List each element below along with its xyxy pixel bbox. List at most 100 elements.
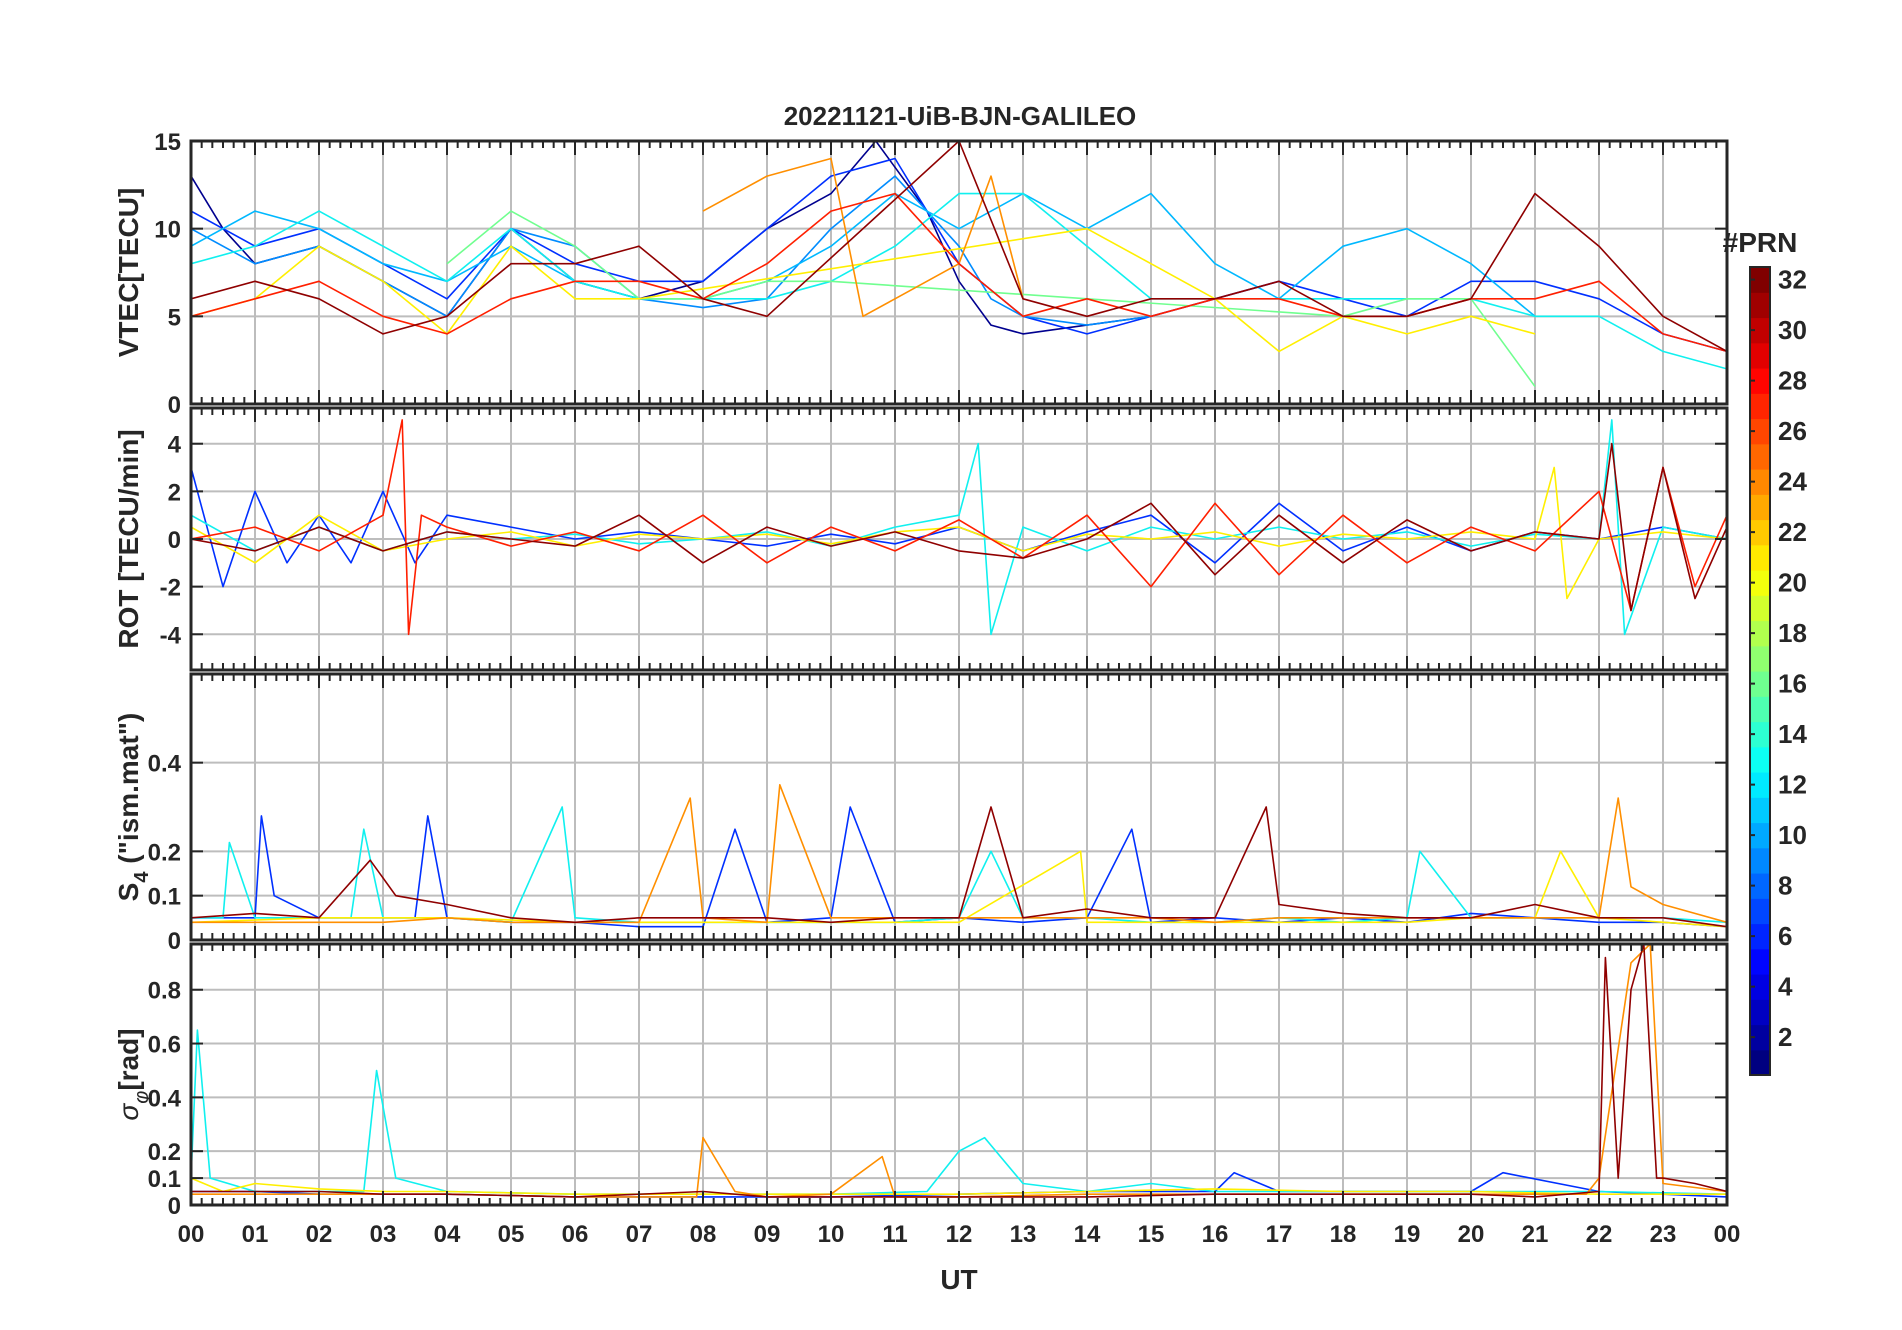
y-tick-label: 0.6	[148, 1032, 181, 1059]
x-tick-label: 13	[1010, 1221, 1037, 1248]
y-tick-label: 0	[168, 1193, 181, 1220]
y-tick-label: 4	[168, 432, 182, 459]
colorbar-segment	[1750, 974, 1770, 1000]
colorbar-tick-label: 32	[1778, 265, 1807, 295]
colorbar-tick-label: 12	[1778, 770, 1807, 800]
colorbar-tick-label: 28	[1778, 366, 1807, 396]
y-axis-label-main: S	[113, 883, 144, 902]
x-tick-label: 09	[754, 1221, 781, 1248]
x-tick-label: 05	[498, 1221, 525, 1248]
series-prn-32	[191, 806, 1727, 928]
x-tick-label: 19	[1394, 1221, 1421, 1248]
colorbar-segment	[1750, 1024, 1770, 1051]
colorbar-segment	[1750, 645, 1770, 672]
y-axis-label-rest: [rad]	[113, 1028, 144, 1090]
series-prn-28	[191, 419, 1727, 636]
colorbar-segment	[1750, 797, 1770, 824]
colorbar-segment	[1750, 772, 1770, 798]
x-tick-label: 12	[946, 1221, 973, 1248]
y-tick-label: 0	[168, 392, 181, 419]
colorbar-segment	[1750, 469, 1770, 495]
x-tick-label: 00	[1714, 1221, 1741, 1248]
colorbar-segment	[1750, 292, 1770, 319]
colorbar-tick-label: 30	[1778, 315, 1807, 345]
series-group	[191, 419, 1727, 636]
y-tick-label: 5	[168, 304, 181, 331]
colorbar-segment	[1750, 1049, 1770, 1076]
y-axis-label-rest: ("ism.mat")	[113, 713, 144, 872]
y-axis-label-sub: φ	[131, 1091, 153, 1104]
colorbar-tick-label: 22	[1778, 517, 1807, 547]
chart-title: 20221121-UiB-BJN-GALILEO	[784, 101, 1137, 131]
colorbar-segment	[1750, 570, 1770, 596]
colorbar-segment	[1750, 948, 1770, 975]
series-prn-10	[191, 192, 1536, 317]
colorbar-segment	[1750, 923, 1770, 950]
x-tick-label: 14	[1074, 1221, 1101, 1248]
y-tick-label: 10	[154, 217, 181, 244]
y-tick-label: 0.1	[148, 1166, 181, 1193]
colorbar-tick-label: 2	[1778, 1022, 1792, 1052]
colorbar-tick-label: 20	[1778, 568, 1807, 598]
series-prn-20	[191, 227, 1536, 353]
x-tick-label: 00	[178, 1221, 205, 1248]
colorbar-segment	[1750, 368, 1770, 394]
colorbar-segment	[1750, 317, 1770, 344]
colorbar-segment	[1750, 898, 1770, 925]
colorbar-segment	[1750, 418, 1770, 445]
colorbar-segment	[1750, 494, 1770, 521]
y-tick-label: 0.2	[148, 839, 181, 866]
colorbar-segment	[1750, 671, 1770, 697]
series-group	[191, 141, 1727, 387]
x-tick-label: 21	[1522, 1221, 1549, 1248]
y-axis-label: ROT [TECU/min]	[113, 429, 144, 648]
colorbar-segment	[1750, 620, 1770, 647]
colorbar-tick-label: 8	[1778, 871, 1792, 901]
colorbar-tick-label: 10	[1778, 820, 1807, 850]
y-tick-label: 0	[168, 527, 181, 554]
y-tick-label: -4	[160, 622, 182, 649]
x-tick-label: 11	[882, 1221, 907, 1248]
series-group	[191, 784, 1727, 928]
x-tick-label: 04	[434, 1221, 461, 1248]
x-tick-label: 18	[1330, 1221, 1357, 1248]
colorbar-segment	[1750, 595, 1770, 622]
colorbar-segment	[1750, 746, 1770, 773]
y-tick-label: 15	[154, 129, 181, 156]
colorbar-segment	[1750, 847, 1770, 874]
colorbar-frame	[1749, 266, 1771, 1076]
colorbar-tick-label: 16	[1778, 669, 1807, 699]
x-tick-label: 07	[626, 1221, 653, 1248]
colorbar-tick-label: 26	[1778, 416, 1807, 446]
colorbar-segment	[1750, 519, 1770, 546]
colorbar-tick-label: 14	[1778, 719, 1807, 749]
y-tick-label: -2	[160, 575, 181, 602]
panel-vtec: 0 5 10 15 VTEC[TECU]	[113, 129, 1729, 419]
series-prn-16	[446, 210, 1536, 387]
series-prn-20	[191, 466, 1727, 600]
y-axis-label: VTEC[TECU]	[113, 188, 144, 358]
y-tick-label: 0.4	[148, 751, 182, 778]
colorbar-segment	[1750, 342, 1770, 369]
colorbar-segment	[1750, 393, 1770, 420]
colorbar-segment	[1750, 696, 1770, 723]
y-tick-label: 2	[168, 479, 181, 506]
y-tick-label: 0	[168, 928, 181, 955]
series-prn-5	[191, 467, 1727, 588]
series-prn-32	[191, 141, 1727, 353]
colorbar-segment	[1750, 544, 1770, 571]
y-tick-label: 0.4	[148, 1085, 182, 1112]
series-prn-24	[702, 157, 1024, 318]
colorbar-segment	[1750, 999, 1770, 1026]
y-axis-label: σφ[rad]	[113, 1028, 153, 1120]
colorbar-title: #PRN	[1723, 227, 1798, 258]
x-tick-label: 17	[1266, 1221, 1293, 1248]
series-prn-20	[191, 850, 1727, 928]
y-axis-label-main: σ	[113, 1103, 144, 1121]
y-axis-label-sub: 4	[131, 871, 153, 883]
panel-s4: 00.10.20.4S4 ("ism.mat")	[113, 672, 1729, 955]
x-tick-label: 06	[562, 1221, 589, 1248]
